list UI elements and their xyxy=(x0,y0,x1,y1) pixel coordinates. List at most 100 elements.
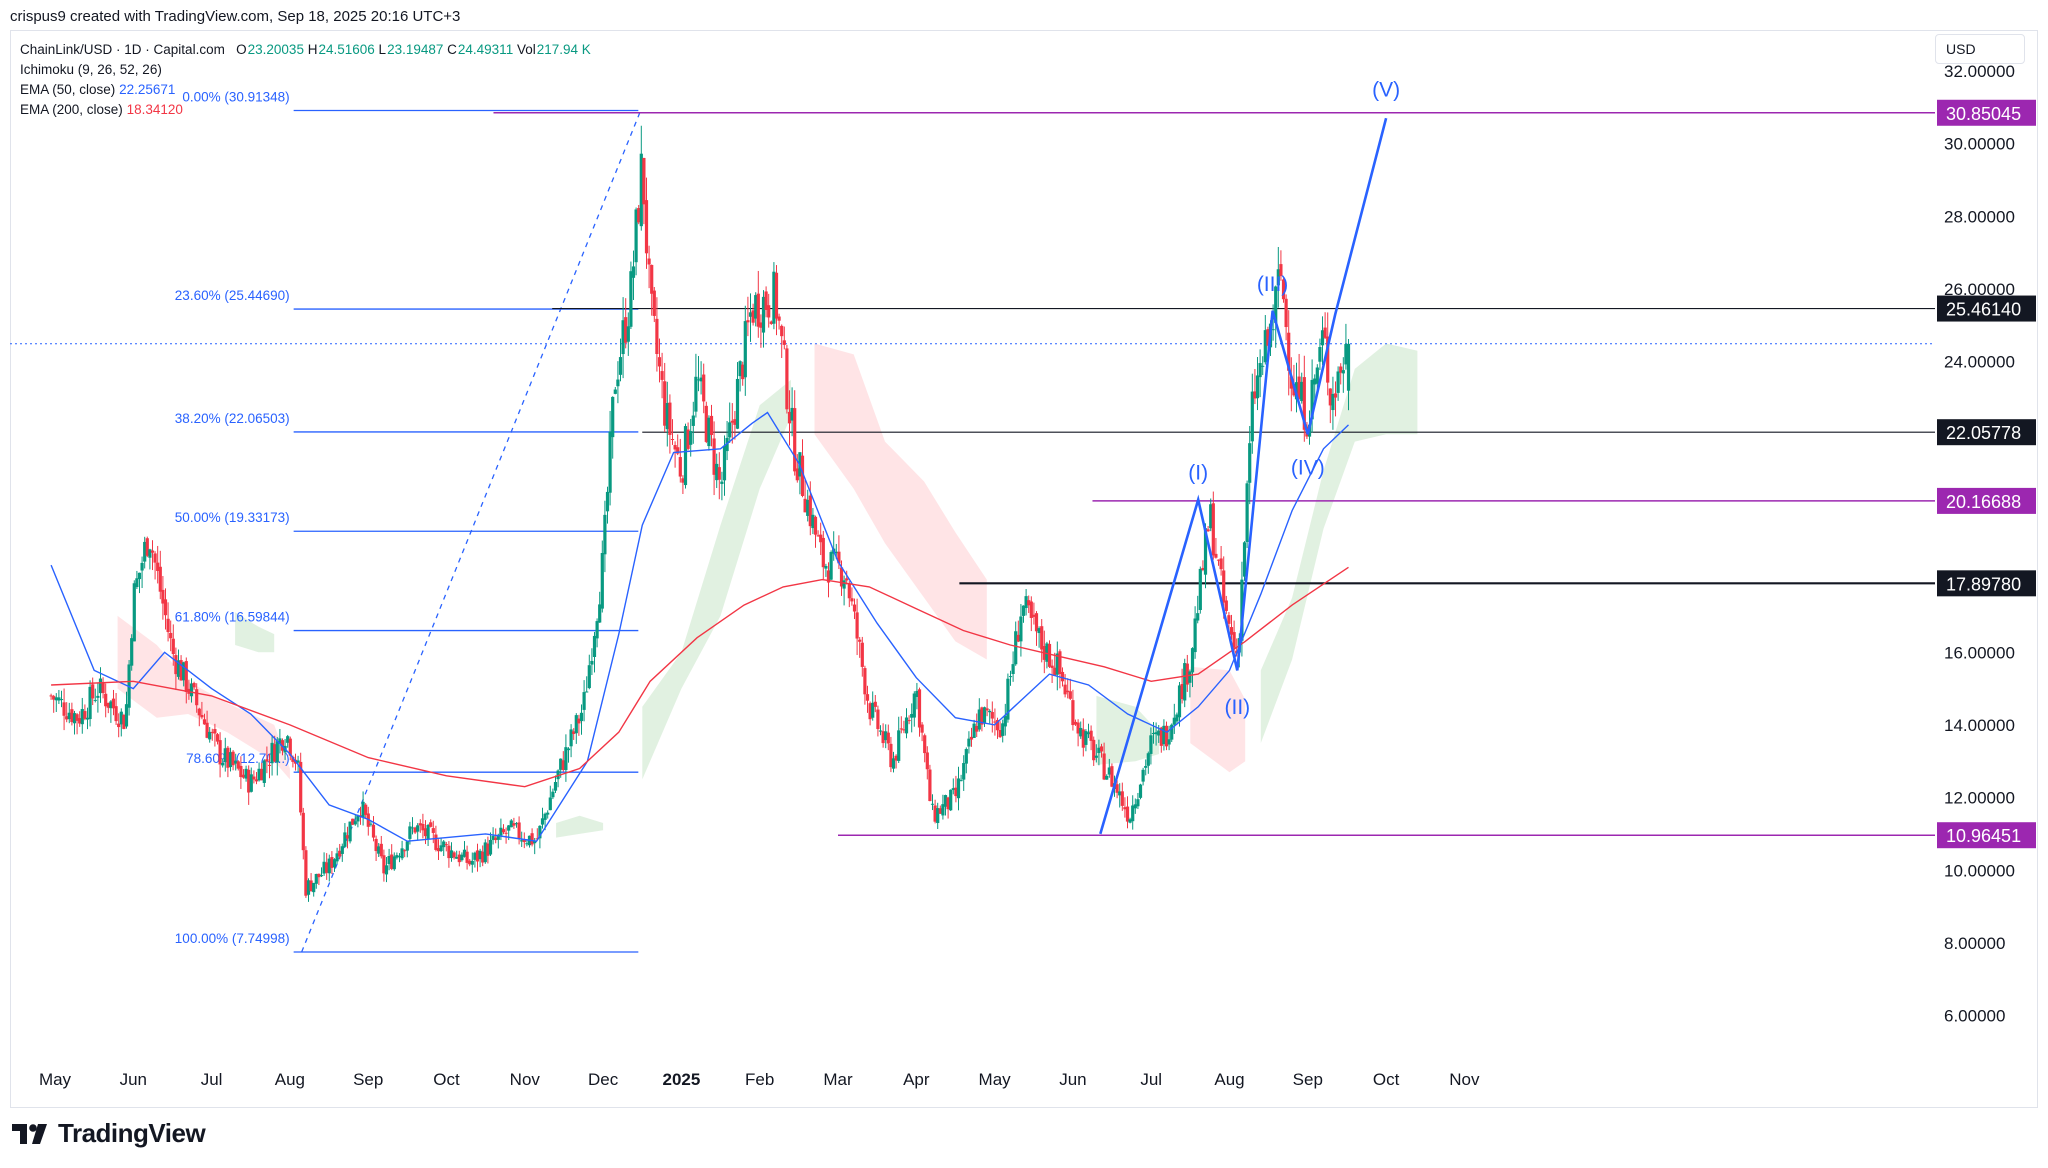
candle-body xyxy=(793,408,797,472)
price-tag-bg-4 xyxy=(1937,419,2036,446)
candle-body xyxy=(988,710,992,713)
candle-body xyxy=(85,717,90,720)
candle-body xyxy=(473,852,477,860)
candle-body xyxy=(1128,819,1132,823)
candle-body xyxy=(982,707,987,723)
candle-body xyxy=(517,822,521,839)
candle-body xyxy=(1040,626,1044,650)
candle-body xyxy=(223,748,227,763)
candle-body xyxy=(813,516,818,535)
candle-body xyxy=(699,377,703,382)
price-tag-bg-1 xyxy=(1937,487,2036,514)
candle-body xyxy=(387,856,391,865)
candle-body xyxy=(733,419,737,425)
candle-body xyxy=(925,752,929,770)
candle-body xyxy=(1281,279,1286,300)
candle-body xyxy=(496,834,500,840)
candle-body xyxy=(574,715,578,734)
candle-body xyxy=(171,638,175,655)
x-tick-label-14: Jul xyxy=(1140,1070,1162,1089)
candle-body xyxy=(910,713,914,718)
legend-ichimoku[interactable]: Ichimoku (9, 26, 52, 26) xyxy=(20,60,591,80)
candle-body xyxy=(1276,269,1280,286)
fib-level-label-2: 38.20% (22.06503) xyxy=(175,411,290,426)
x-tick-label-6: Nov xyxy=(510,1070,541,1089)
candle-body xyxy=(1136,799,1140,807)
candle-body xyxy=(504,832,508,834)
ichimoku-cloud-5 xyxy=(1096,695,1159,765)
candle-body xyxy=(998,730,1002,738)
candle-body xyxy=(1175,714,1179,722)
candle-body xyxy=(1102,753,1106,780)
candle-body xyxy=(587,665,591,689)
candle-body xyxy=(858,639,862,642)
candle-body xyxy=(1227,615,1231,624)
candle-body xyxy=(309,880,313,892)
candle-body xyxy=(1222,570,1226,603)
candle-body xyxy=(943,795,948,807)
candle-body xyxy=(616,379,620,387)
y-tick-label-10: 12.00000 xyxy=(1944,789,2015,808)
candle-body xyxy=(301,812,305,851)
candle-body xyxy=(1326,336,1330,383)
candle-body xyxy=(629,271,633,327)
x-tick-label-4: Sep xyxy=(353,1070,383,1089)
candle-body xyxy=(525,843,529,845)
currency-selector[interactable]: USD xyxy=(1935,34,2025,64)
candle-body xyxy=(1146,753,1150,766)
candle-body xyxy=(400,848,404,859)
candle-body xyxy=(1105,775,1109,780)
candle-body xyxy=(377,846,381,854)
candle-body xyxy=(967,738,971,747)
x-tick-label-11: Apr xyxy=(903,1070,930,1089)
candle-body xyxy=(803,498,807,513)
candle-body xyxy=(741,364,745,380)
candle-body xyxy=(1076,722,1080,734)
candle-body xyxy=(1331,393,1335,411)
price-tag-bg-0 xyxy=(1937,99,2036,126)
candle-body xyxy=(738,361,742,377)
candle-body xyxy=(1253,391,1257,399)
candle-body xyxy=(954,787,958,797)
candle-body xyxy=(457,854,461,863)
candle-body xyxy=(1232,632,1236,648)
candle-body xyxy=(993,721,997,723)
candle-body xyxy=(1266,329,1270,346)
candle-body xyxy=(364,804,368,815)
candle-body xyxy=(96,695,100,698)
legend-ema200-value: 18.34120 xyxy=(126,102,183,117)
tradingview-logo[interactable]: TradingView xyxy=(12,1118,206,1149)
candle-body xyxy=(572,731,576,734)
candle-body xyxy=(1092,739,1096,761)
candle-body xyxy=(135,578,139,588)
y-tick-label-4: 24.00000 xyxy=(1944,353,2015,372)
legend-low: 23.19487 xyxy=(387,42,444,57)
legend-ema50[interactable]: EMA (50, close) 22.25671 xyxy=(20,80,591,100)
candle-body xyxy=(1344,344,1348,365)
candle-body xyxy=(980,707,984,725)
candle-body xyxy=(756,293,760,327)
candle-body xyxy=(644,200,649,254)
y-tick-label-3: 26.00000 xyxy=(1944,280,2015,299)
price-tag-5: 17.89780 xyxy=(1946,574,2021,594)
candle-body xyxy=(668,402,672,435)
candle-body xyxy=(548,797,552,811)
candle-body xyxy=(1193,618,1197,653)
candle-body xyxy=(977,709,981,730)
candle-body xyxy=(119,711,123,725)
candle-body xyxy=(696,379,701,381)
legend-ichimoku-label: Ichimoku (9, 26, 52, 26) xyxy=(20,62,162,77)
candle-body xyxy=(735,378,740,429)
candle-body xyxy=(117,723,121,728)
candle-body xyxy=(715,463,719,481)
legend-ema200[interactable]: EMA (200, close) 18.34120 xyxy=(20,100,591,120)
candle-body xyxy=(153,553,157,563)
candle-body xyxy=(361,801,365,818)
candle-body xyxy=(1053,667,1057,676)
candle-body xyxy=(579,712,584,722)
elliott-wave-label-4: (V) xyxy=(1372,78,1400,101)
candle-body xyxy=(730,420,734,423)
candle-body xyxy=(470,860,474,865)
candle-body xyxy=(956,778,961,799)
